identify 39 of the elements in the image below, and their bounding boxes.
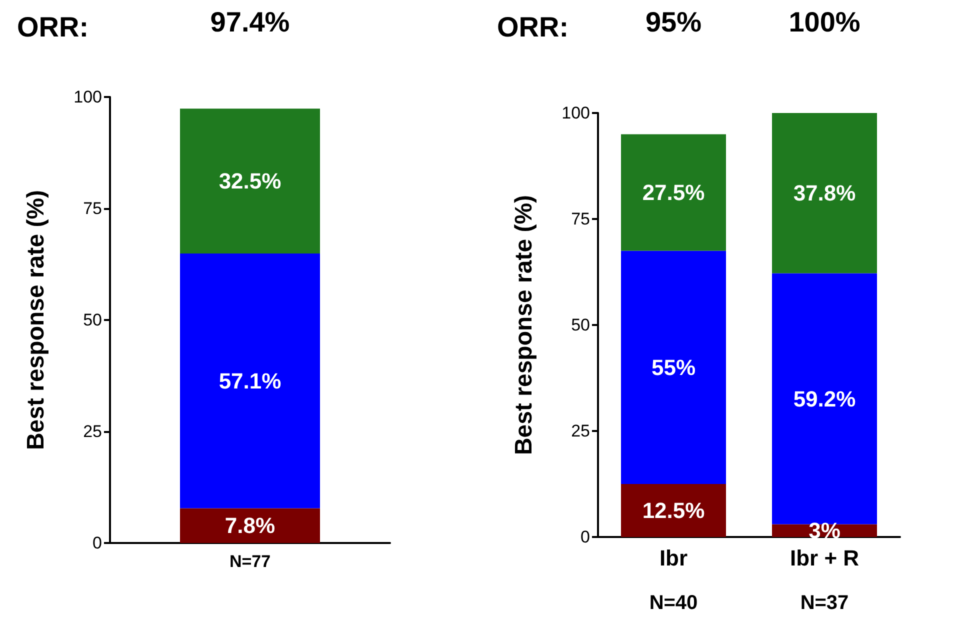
bar	[621, 484, 726, 537]
bar	[180, 508, 320, 543]
y-tick-label: 25	[571, 422, 590, 440]
text: N=37	[800, 592, 849, 614]
bar	[180, 254, 320, 508]
y-axis-title: Best response rate (%)	[510, 194, 538, 456]
x-tick-label: Ibr + R	[790, 546, 860, 570]
data-label: 32.5%	[218, 168, 282, 194]
data-label: 57.1%	[218, 368, 282, 394]
data-label: 37.8%	[793, 180, 856, 206]
bar	[772, 113, 877, 274]
data-label: 3%	[808, 518, 840, 544]
data-label: 12.5%	[642, 498, 705, 523]
data-label: 55%	[651, 354, 696, 380]
y-tick-label: 0	[92, 534, 102, 552]
bar	[772, 273, 877, 524]
bar	[180, 108, 320, 254]
bar	[621, 134, 726, 251]
x-tick-label: N=77	[229, 552, 271, 571]
y-tick-label: 25	[83, 422, 102, 441]
data-label: 7.8%	[224, 513, 276, 538]
text: 100%	[788, 6, 860, 38]
x-tick-label: Ibr	[659, 546, 688, 570]
bar	[621, 250, 726, 484]
data-label: 59.2%	[793, 386, 856, 412]
chart-title: ORR:	[17, 12, 89, 42]
y-tick-label: 75	[571, 210, 590, 228]
chart-title: ORR:	[497, 12, 569, 42]
y-tick-label: 100	[74, 88, 102, 106]
y-tick-label: 100	[562, 104, 590, 122]
data-label: 27.5%	[642, 180, 705, 205]
y-tick-label: 0	[580, 528, 590, 546]
y-tick-label: 75	[83, 199, 102, 218]
text: N=40	[649, 592, 698, 614]
text: 95%	[645, 6, 702, 38]
text: 97.4%	[210, 6, 290, 38]
y-tick-label: 50	[571, 316, 590, 334]
y-axis-title: Best response rate (%)	[22, 190, 50, 450]
y-tick-label: 50	[83, 310, 102, 330]
